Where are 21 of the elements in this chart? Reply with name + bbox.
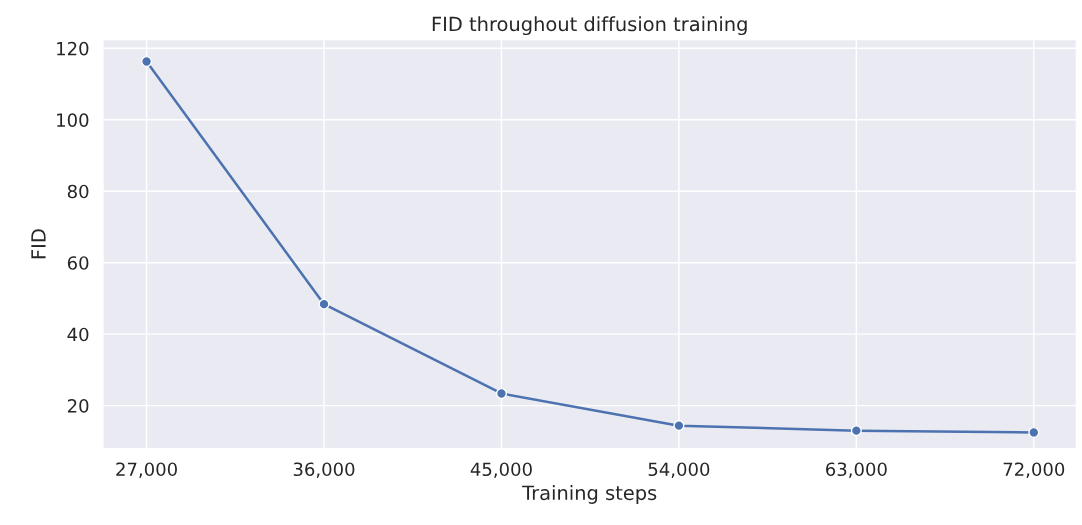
point xyxy=(673,420,685,432)
point xyxy=(495,387,508,400)
y-tick-label: 40 xyxy=(67,327,89,342)
x-tick-label: 45,000 xyxy=(470,462,532,478)
chart-title: FID throughout diffusion training xyxy=(432,16,747,36)
x-tick-label: 63,000 xyxy=(826,462,887,478)
x-axis-title: Training steps xyxy=(522,485,657,504)
point xyxy=(318,298,330,310)
x-tick-label: 27,000 xyxy=(116,462,177,478)
point xyxy=(850,425,862,437)
y-tick-label: 60 xyxy=(67,256,89,270)
point xyxy=(1028,426,1040,438)
y-tick-label: 80 xyxy=(67,184,89,199)
point xyxy=(141,55,153,68)
x-tick-label: 54,000 xyxy=(648,462,710,478)
y-tick-label: 20 xyxy=(67,399,89,413)
y-tick-label: 120 xyxy=(57,41,89,56)
y-tick-label: 100 xyxy=(57,113,89,127)
y-axis-title: FID xyxy=(31,229,46,259)
x-tick-label: 36,000 xyxy=(293,462,355,478)
x-tick-label: 72,000 xyxy=(1003,462,1065,478)
